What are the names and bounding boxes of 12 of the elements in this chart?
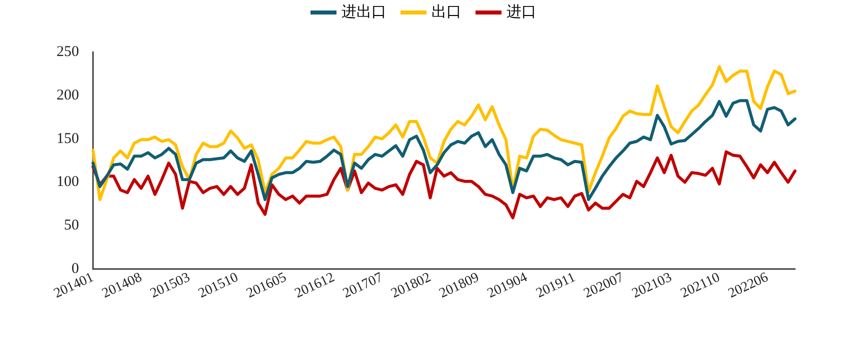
line-series bbox=[92, 99, 796, 202]
legend-label: 进口 bbox=[506, 4, 536, 20]
y-tick-label: 150 bbox=[56, 130, 79, 147]
y-tick-label: 100 bbox=[56, 174, 79, 190]
legend-label: 进出口 bbox=[342, 4, 386, 20]
y-tick-label: 0 bbox=[72, 261, 79, 277]
y-tick-label: 50 bbox=[64, 218, 79, 234]
y-tick-label: 250 bbox=[56, 44, 79, 60]
line-series bbox=[92, 150, 796, 220]
legend-label: 出口 bbox=[432, 4, 462, 20]
y-tick-label: 200 bbox=[56, 87, 79, 104]
line-series bbox=[92, 65, 796, 202]
